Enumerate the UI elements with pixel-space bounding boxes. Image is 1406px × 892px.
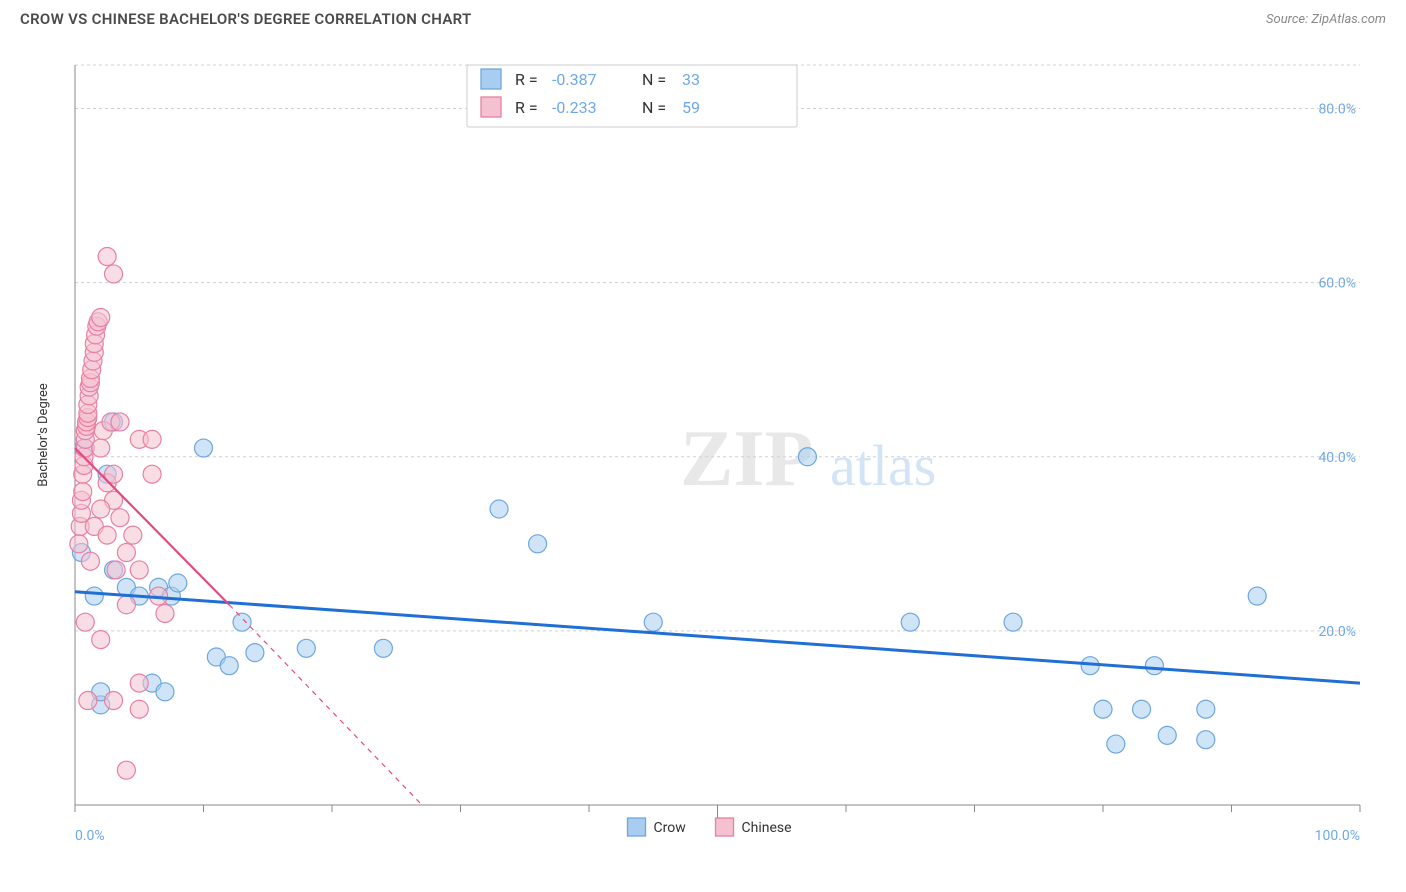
data-point	[92, 439, 110, 457]
data-point	[1107, 735, 1125, 753]
data-point	[798, 448, 816, 466]
data-point	[195, 439, 213, 457]
legend-label: Chinese	[742, 820, 792, 836]
data-point	[1133, 700, 1151, 718]
data-point	[1094, 700, 1112, 718]
x-tick-label: 0.0%	[75, 828, 105, 844]
data-point	[1004, 613, 1022, 631]
data-point	[105, 692, 123, 710]
data-point	[117, 761, 135, 779]
series-chinese	[70, 248, 174, 780]
data-point	[111, 509, 129, 527]
data-point	[117, 544, 135, 562]
trend-line	[75, 592, 1360, 683]
data-point	[130, 700, 148, 718]
x-tick-label: 100.0%	[1315, 828, 1360, 844]
correlation-chart: ZIP atlas 0.0% 100.0% 20.0% 40.0% 60.0% 80.0% Ba…	[20, 45, 1386, 872]
legend-n-label: N =	[642, 70, 666, 89]
data-point	[85, 587, 103, 605]
data-point	[156, 604, 174, 622]
legend-n-label: N =	[642, 98, 666, 117]
data-point	[98, 248, 116, 266]
data-point	[76, 613, 94, 631]
y-tick-label: 60.0%	[1318, 276, 1356, 292]
source-label: Source: ZipAtlas.com	[1266, 12, 1386, 27]
data-point	[81, 552, 99, 570]
legend-r-label: R =	[515, 70, 538, 89]
series-legend: Crow Chinese	[628, 818, 792, 836]
legend-swatch	[716, 818, 734, 836]
data-point	[130, 674, 148, 692]
trend-line-dashed	[229, 605, 422, 805]
data-point	[92, 631, 110, 649]
data-point	[490, 500, 508, 518]
chart-title: CROW VS CHINESE BACHELOR'S DEGREE CORREL…	[20, 10, 472, 28]
data-point	[130, 561, 148, 579]
svg-text:atlas: atlas	[830, 433, 936, 498]
data-point	[1158, 726, 1176, 744]
legend-label: Crow	[654, 820, 687, 836]
data-point	[124, 526, 142, 544]
data-point	[156, 683, 174, 701]
legend-swatch	[481, 69, 501, 89]
data-point	[70, 535, 88, 553]
data-point	[901, 613, 919, 631]
data-point	[107, 561, 125, 579]
data-point	[1197, 700, 1215, 718]
data-point	[644, 613, 662, 631]
data-point	[169, 574, 187, 592]
chart-container: ZIP atlas 0.0% 100.0% 20.0% 40.0% 60.0% 80.0% Ba…	[20, 45, 1386, 872]
legend-n-value: 33	[682, 70, 700, 89]
series-crow	[72, 413, 1266, 753]
data-point	[529, 535, 547, 553]
data-point	[92, 500, 110, 518]
legend-swatch	[481, 97, 501, 117]
legend-swatch	[628, 818, 646, 836]
legend-r-value: -0.233	[552, 98, 597, 117]
data-point	[246, 644, 264, 662]
data-point	[1145, 657, 1163, 675]
data-point	[233, 613, 251, 631]
data-point	[220, 657, 238, 675]
y-tick-label: 80.0%	[1318, 102, 1356, 118]
data-point	[297, 639, 315, 657]
data-point	[1248, 587, 1266, 605]
data-point	[143, 465, 161, 483]
stats-legend: R = -0.387 N = 33 R = -0.233 N = 59	[467, 65, 797, 127]
data-point	[1197, 731, 1215, 749]
data-point	[79, 692, 97, 710]
legend-n-value: 59	[682, 98, 700, 117]
legend-r-value: -0.387	[552, 70, 597, 89]
data-point	[74, 483, 92, 501]
data-point	[92, 308, 110, 326]
data-point	[111, 413, 129, 431]
data-point	[143, 430, 161, 448]
data-point	[117, 596, 135, 614]
data-point	[374, 639, 392, 657]
data-point	[98, 526, 116, 544]
y-tick-label: 40.0%	[1318, 450, 1356, 466]
svg-text:ZIP: ZIP	[680, 415, 813, 503]
legend-r-label: R =	[515, 98, 538, 117]
data-point	[105, 265, 123, 283]
y-axis-title: Bachelor's Degree	[36, 383, 51, 487]
y-tick-label: 20.0%	[1318, 624, 1356, 640]
